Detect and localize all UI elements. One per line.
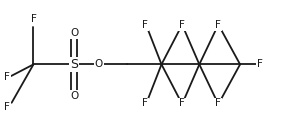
Text: O: O (95, 59, 103, 69)
Text: F: F (215, 20, 221, 30)
Text: F: F (4, 72, 10, 82)
Text: F: F (4, 102, 10, 112)
Text: F: F (178, 20, 184, 30)
Text: F: F (215, 99, 221, 108)
Text: O: O (70, 91, 78, 101)
Text: F: F (179, 99, 185, 108)
Text: O: O (70, 28, 78, 38)
Text: F: F (142, 20, 148, 30)
Text: F: F (142, 99, 148, 108)
Text: F: F (215, 99, 221, 108)
Text: F: F (257, 59, 263, 69)
Text: F: F (179, 20, 185, 30)
Text: F: F (178, 99, 184, 108)
Text: F: F (215, 20, 221, 30)
Text: S: S (70, 58, 78, 71)
Text: F: F (31, 14, 36, 24)
